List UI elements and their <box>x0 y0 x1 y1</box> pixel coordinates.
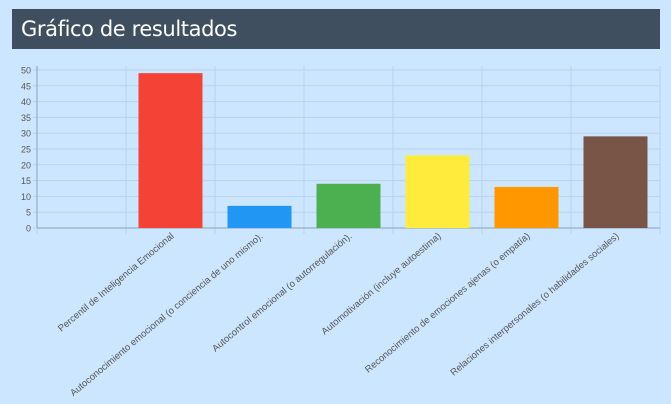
chart-header: Gráfico de resultados <box>12 9 660 49</box>
y-tick-label: 5 <box>26 208 31 218</box>
page-title: Gráfico de resultados <box>21 17 237 41</box>
bar-2 <box>227 205 292 228</box>
bar-5 <box>494 186 559 228</box>
y-tick-label: 35 <box>21 113 31 123</box>
y-tick-label: 20 <box>21 160 31 170</box>
bar-3 <box>316 183 381 228</box>
y-tick-label: 15 <box>21 176 31 186</box>
bar-4 <box>405 155 470 228</box>
y-tick-label: 25 <box>21 145 31 155</box>
bar-1 <box>138 73 203 228</box>
x-tick-label: Autoconocimiento emocional (o conciencia… <box>68 231 265 399</box>
y-tick-label: 0 <box>26 224 31 234</box>
y-tick-label: 10 <box>21 192 31 202</box>
x-tick-label: Relaciones interpersonales (o habilidade… <box>448 231 621 379</box>
x-tick-label: Reconocimiento de emociones ajenas (o em… <box>363 231 532 376</box>
x-tick-label: Autocontrol emocional (o autorregulación… <box>210 231 354 354</box>
y-tick-label: 30 <box>21 129 31 139</box>
y-tick-label: 40 <box>21 97 31 107</box>
bar-6 <box>583 136 648 228</box>
y-tick-label: 50 <box>21 66 31 76</box>
y-tick-label: 45 <box>21 81 31 91</box>
